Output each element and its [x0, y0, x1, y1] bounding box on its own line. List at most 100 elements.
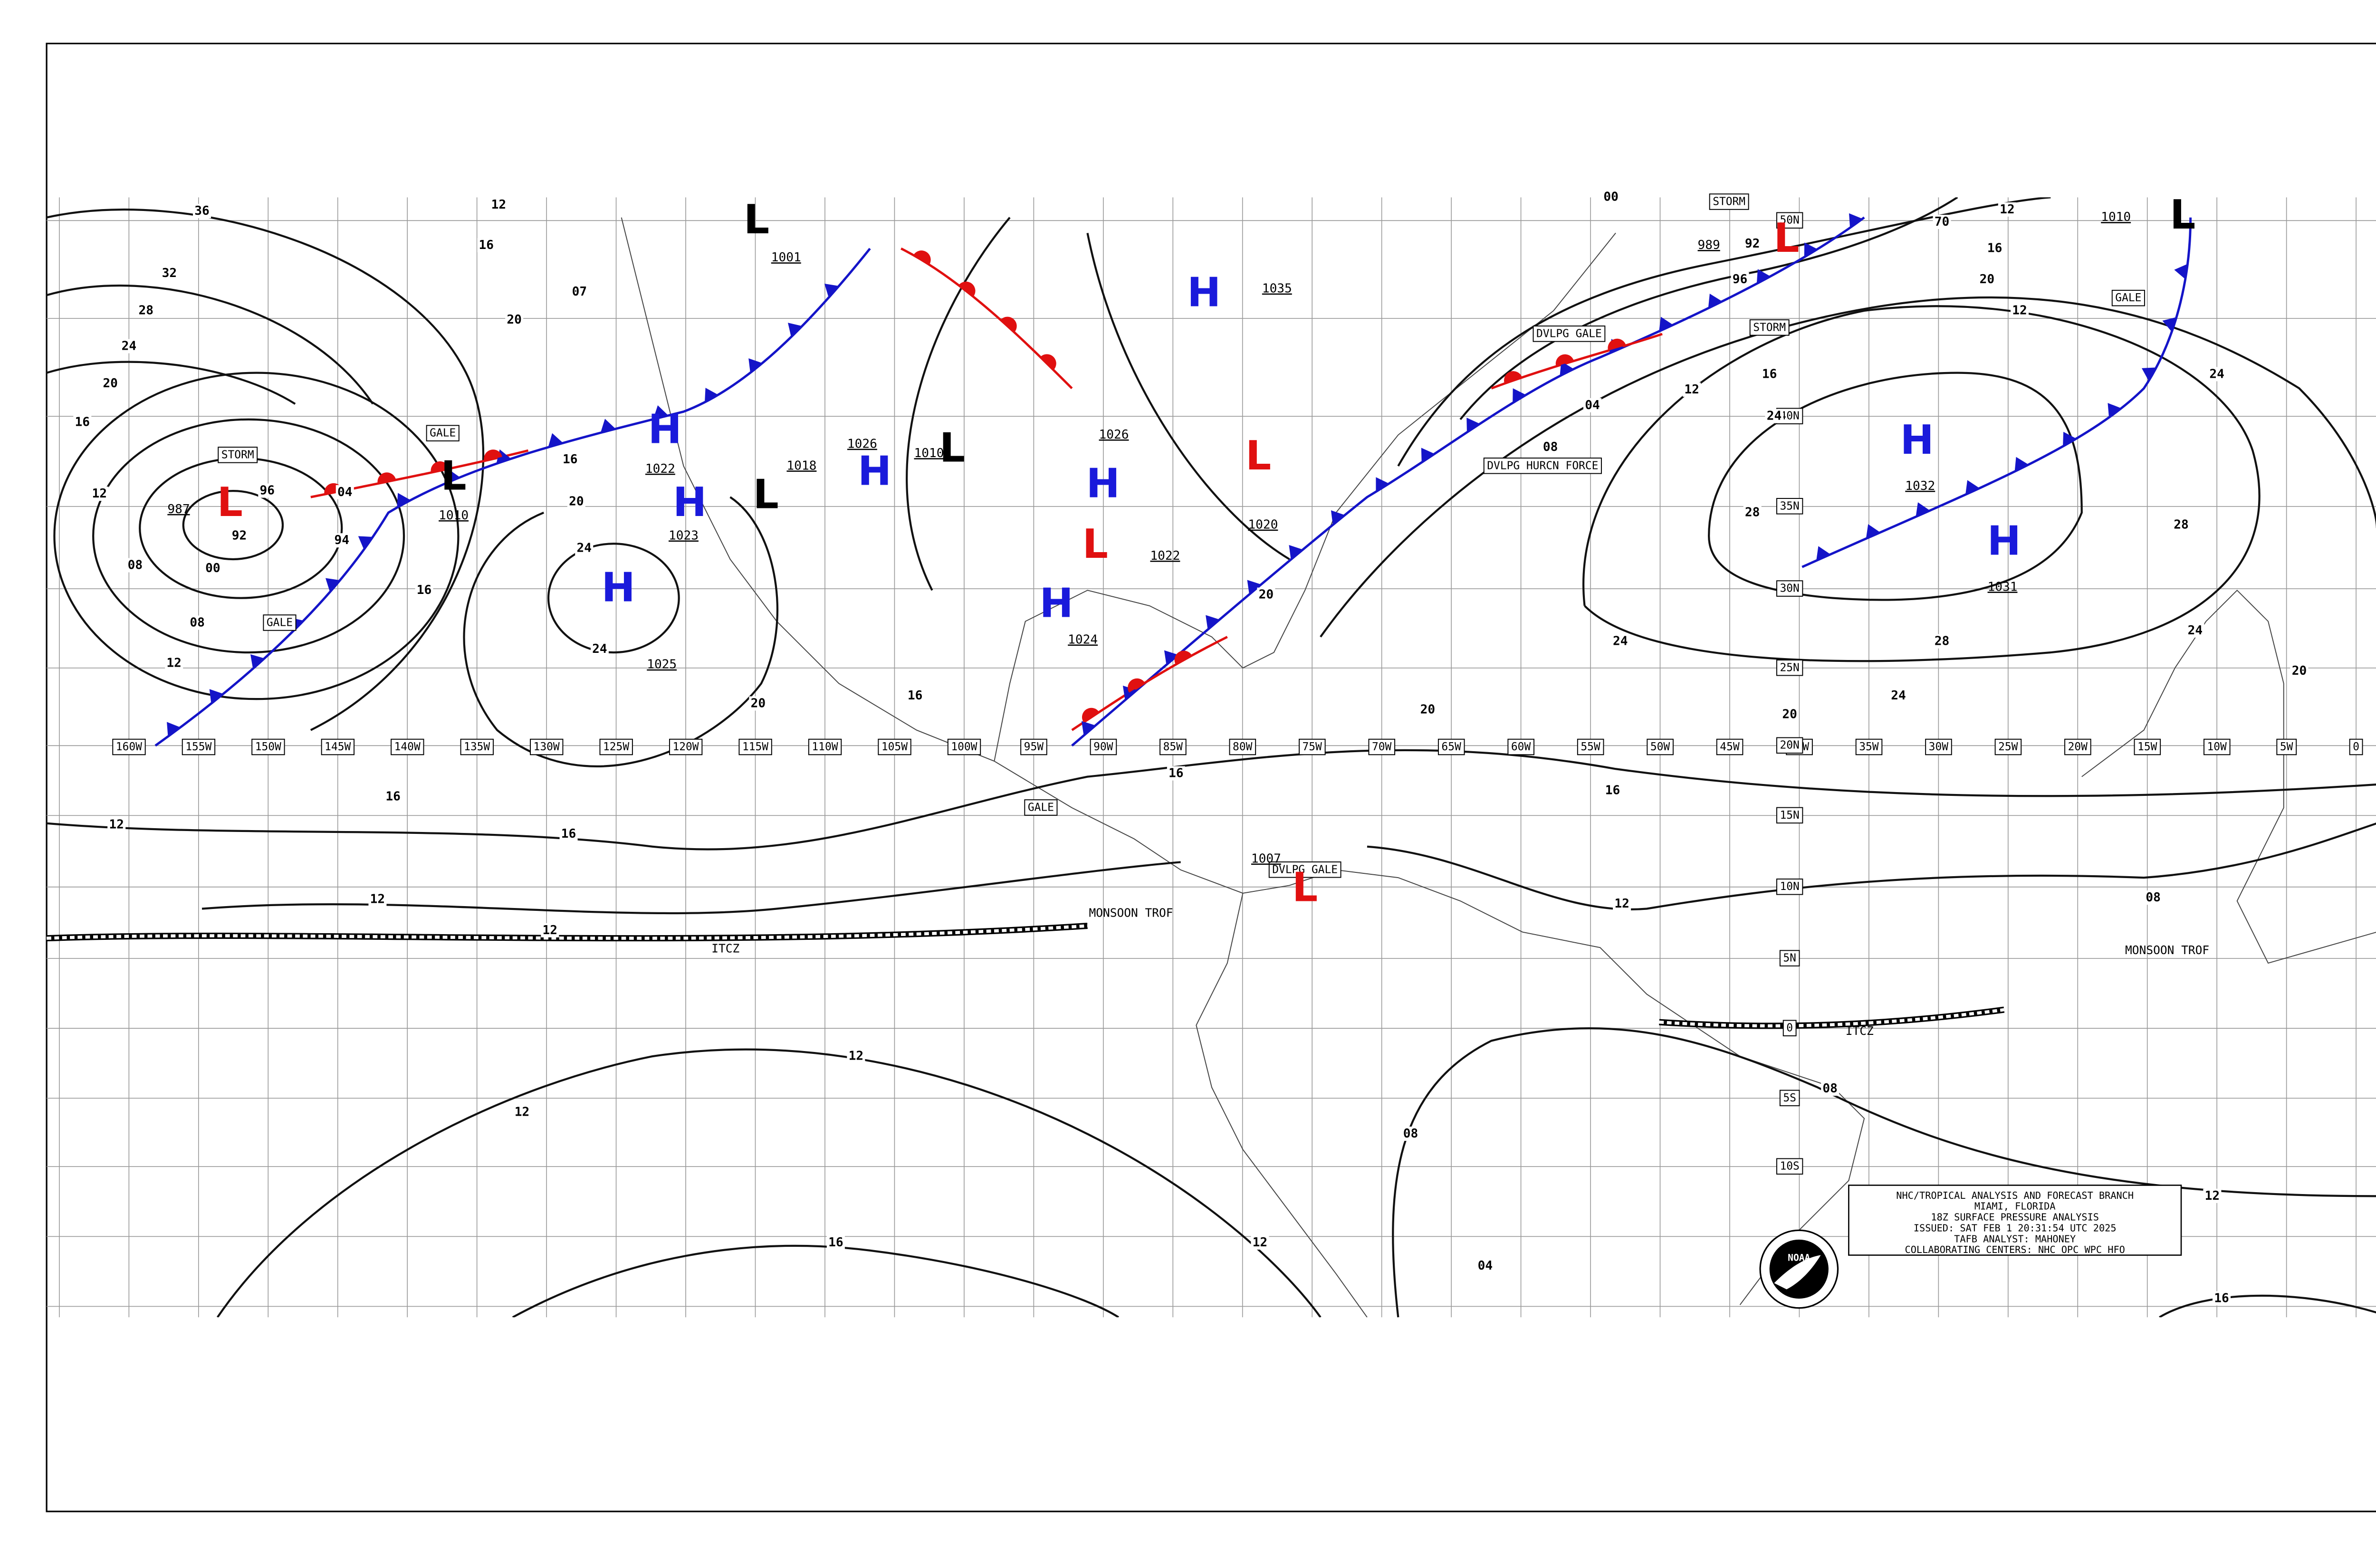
isobar-label: 12: [109, 817, 124, 832]
isobar-label: 12: [2205, 1189, 2220, 1203]
high-center: H: [673, 479, 707, 526]
high-center: H: [648, 406, 682, 453]
isobar-label: 70: [1935, 215, 1949, 229]
isobar-label-bg: [107, 817, 126, 832]
isobar-label-bg: [415, 583, 433, 597]
isobar-label-bg: [513, 1105, 531, 1119]
warm-front-symbol: [1608, 338, 1626, 351]
latitude-label: 30N: [1780, 583, 1799, 595]
longitude-label: 10W: [2207, 741, 2227, 753]
longitude-label: 55W: [1581, 741, 1600, 753]
warm-front-symbol: [484, 449, 502, 461]
cold-front-symbol: [2141, 367, 2156, 381]
low-pressure: 1020: [1248, 518, 1278, 532]
isobar-label-bg: [258, 483, 277, 498]
isobar-label-bg: [384, 789, 402, 804]
low-center: L: [1292, 864, 1318, 911]
isobar-label: 20: [1259, 588, 1274, 602]
isobar: [182, 489, 284, 561]
warning-label-box: [1709, 193, 1749, 210]
cold-front-symbol: [1421, 448, 1435, 463]
cold-front-symbol: [1081, 721, 1096, 736]
isobar: [1397, 197, 2051, 467]
isobar-label-bg: [559, 827, 578, 841]
isobar-label-bg: [1401, 1127, 1420, 1141]
cold-front-symbol: [705, 388, 719, 402]
info-line: 18Z SURFACE PRESSURE ANALYSIS: [1931, 1212, 2099, 1223]
low-pressure: 989: [1698, 238, 1720, 252]
longitude-label: 95W: [1024, 741, 1044, 753]
feature-label: MONSOON TROF: [1089, 906, 1173, 919]
longitude-label-box: [1507, 738, 1534, 755]
isobar-label: 12: [2012, 303, 2027, 317]
isobar-label-bg: [230, 528, 249, 543]
longitude-label-box: [808, 738, 842, 755]
longitude-label: 75W: [1303, 741, 1322, 753]
isobar-label: 24: [592, 642, 607, 656]
isobar-label: 32: [162, 266, 177, 280]
longitude-label: 60W: [1511, 741, 1531, 753]
latitude-label: 5S: [1783, 1092, 1796, 1104]
isobar: [47, 361, 296, 405]
longitude-label-box: [1368, 738, 1396, 755]
cold-front-symbol: [653, 405, 669, 420]
isobar-label-bg: [2144, 890, 2163, 905]
isobar-label-bg: [2186, 623, 2204, 638]
isobar-label-bg: [1889, 688, 1908, 703]
isobar-label: 28: [2174, 518, 2188, 532]
latitude-label: 10S: [1780, 1160, 1799, 1173]
isobar-label: 24: [2188, 623, 2203, 638]
warning-label-box: [1268, 861, 1341, 878]
isobar: [216, 1048, 1322, 1318]
longitude-label-box: [2204, 738, 2231, 755]
isobar-label-bg: [1603, 783, 1622, 798]
isobar-label: 24: [122, 339, 136, 354]
longitude-label: 85W: [1163, 741, 1183, 753]
cold-front-symbol: [2162, 317, 2177, 332]
isobar-label-bg: [847, 1049, 865, 1063]
low-pressure: 1007: [1251, 851, 1281, 866]
isobar-label: 00: [205, 561, 220, 575]
isobar-label: 08: [1822, 1081, 1837, 1096]
warning-label: STORM: [1713, 196, 1745, 208]
isobar-label: 96: [260, 484, 275, 498]
coastline: [1196, 893, 1368, 1318]
cold-front-symbol: [1513, 388, 1526, 403]
cold-front-symbol: [1247, 580, 1261, 595]
isobar-label-bg: [1743, 236, 1762, 251]
longitude-label-box: [1090, 738, 1117, 755]
isobar-label-bg: [1602, 190, 1620, 204]
isobar-label-bg: [1611, 634, 1629, 649]
longitude-label-box: [1925, 738, 1952, 755]
low-center: L: [744, 196, 769, 243]
longitude-label-box: [669, 738, 703, 755]
low-pressure: 1010: [914, 446, 944, 460]
isobar-label-bg: [1257, 587, 1275, 602]
longitude-label-box: [1159, 738, 1187, 755]
longitude-label: 110W: [812, 741, 838, 753]
isobar-label-bg: [1583, 398, 1601, 412]
longitude-label-box: [1299, 738, 1326, 755]
latitude-label: 5N: [1783, 952, 1796, 965]
longitude-label-box: [1855, 738, 1883, 755]
cold-front-symbol: [1916, 502, 1930, 517]
warm-front-symbol: [1040, 354, 1056, 370]
latitude-label: 15N: [1780, 809, 1799, 822]
warning-label: GALE: [1028, 802, 1054, 814]
warning-label-box: [218, 447, 258, 463]
longitude-label: 120W: [672, 741, 699, 753]
longitude-label: 70W: [1372, 741, 1392, 753]
longitude-label-box: [2134, 738, 2161, 755]
latitude-label-box: [1779, 1090, 1800, 1107]
warm-front: [901, 247, 1073, 390]
warm-front-symbol: [1174, 650, 1192, 665]
isobar-label-bg: [1821, 1081, 1839, 1096]
latitude-label-box: [1776, 807, 1803, 824]
warning-label-box: [2111, 289, 2145, 306]
longitude-label: 35W: [1859, 741, 1879, 753]
cold-front-symbol: [1708, 294, 1723, 308]
warning-label-box: [1533, 325, 1606, 342]
low-center: L: [1774, 215, 1800, 262]
isobar-label: 20: [103, 376, 117, 391]
isobar-label-bg: [101, 376, 120, 391]
